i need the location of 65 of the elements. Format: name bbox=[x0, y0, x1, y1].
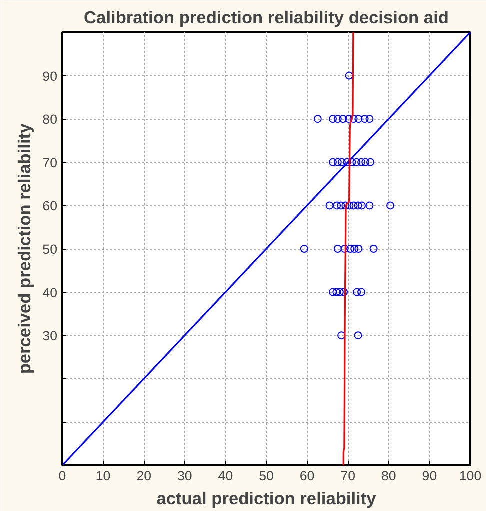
point bbox=[352, 158, 361, 166]
point bbox=[332, 288, 341, 296]
x-tick-label: 90 bbox=[422, 468, 438, 484]
point bbox=[329, 288, 338, 296]
x-tick-label: 0 bbox=[58, 468, 66, 484]
y-tick-label: 30 bbox=[42, 328, 58, 344]
y-tick-label: 80 bbox=[42, 112, 58, 128]
point bbox=[358, 202, 366, 210]
point bbox=[336, 288, 344, 296]
point bbox=[353, 288, 362, 296]
point bbox=[340, 288, 348, 296]
line-series bbox=[342, 32, 354, 466]
point bbox=[329, 115, 338, 124]
x-tick-label: 20 bbox=[136, 468, 152, 484]
point bbox=[334, 115, 342, 124]
y-axis-title: perceived prediction reliability bbox=[14, 123, 35, 374]
point bbox=[314, 115, 322, 124]
point bbox=[386, 202, 395, 210]
point bbox=[344, 115, 353, 124]
point bbox=[354, 115, 363, 124]
point bbox=[358, 288, 366, 296]
point bbox=[350, 245, 359, 253]
point bbox=[370, 245, 378, 253]
point bbox=[350, 202, 358, 210]
point bbox=[326, 202, 334, 210]
point bbox=[345, 72, 354, 80]
x-tick-label: 100 bbox=[459, 468, 482, 484]
y-tick-label: 50 bbox=[42, 242, 58, 257]
x-tick-label: 30 bbox=[177, 468, 192, 484]
point bbox=[366, 115, 374, 124]
point bbox=[366, 158, 375, 166]
point bbox=[300, 245, 308, 253]
point bbox=[354, 202, 362, 210]
point bbox=[334, 158, 342, 166]
point bbox=[338, 158, 346, 166]
point bbox=[339, 115, 348, 124]
point bbox=[360, 115, 369, 124]
point bbox=[346, 245, 355, 253]
point bbox=[340, 245, 349, 253]
point bbox=[329, 158, 338, 166]
line-series bbox=[62, 32, 470, 466]
point bbox=[354, 245, 363, 253]
x-tick-label: 80 bbox=[381, 468, 396, 484]
x-tick-label: 60 bbox=[300, 468, 315, 484]
point bbox=[343, 158, 352, 166]
point bbox=[350, 115, 358, 124]
x-tick-label: 70 bbox=[340, 468, 356, 484]
y-tick-label: 70 bbox=[42, 155, 58, 170]
point bbox=[354, 332, 362, 340]
y-tick-label: 60 bbox=[42, 198, 58, 214]
point bbox=[346, 202, 354, 210]
point bbox=[333, 202, 342, 210]
x-tick-label: 40 bbox=[218, 468, 234, 484]
point bbox=[342, 202, 350, 210]
chart-title: Calibration prediction reliability decision aid bbox=[84, 8, 449, 28]
x-tick-label: 10 bbox=[96, 468, 111, 484]
point bbox=[334, 245, 342, 253]
y-tick-label: 40 bbox=[42, 285, 58, 300]
point bbox=[366, 202, 374, 210]
point bbox=[362, 158, 370, 166]
x-tick-label: 50 bbox=[259, 468, 274, 484]
x-axis-title: actual prediction reliability bbox=[156, 488, 377, 508]
y-tick-label: 90 bbox=[42, 68, 58, 84]
point bbox=[337, 202, 346, 210]
point bbox=[358, 158, 366, 166]
